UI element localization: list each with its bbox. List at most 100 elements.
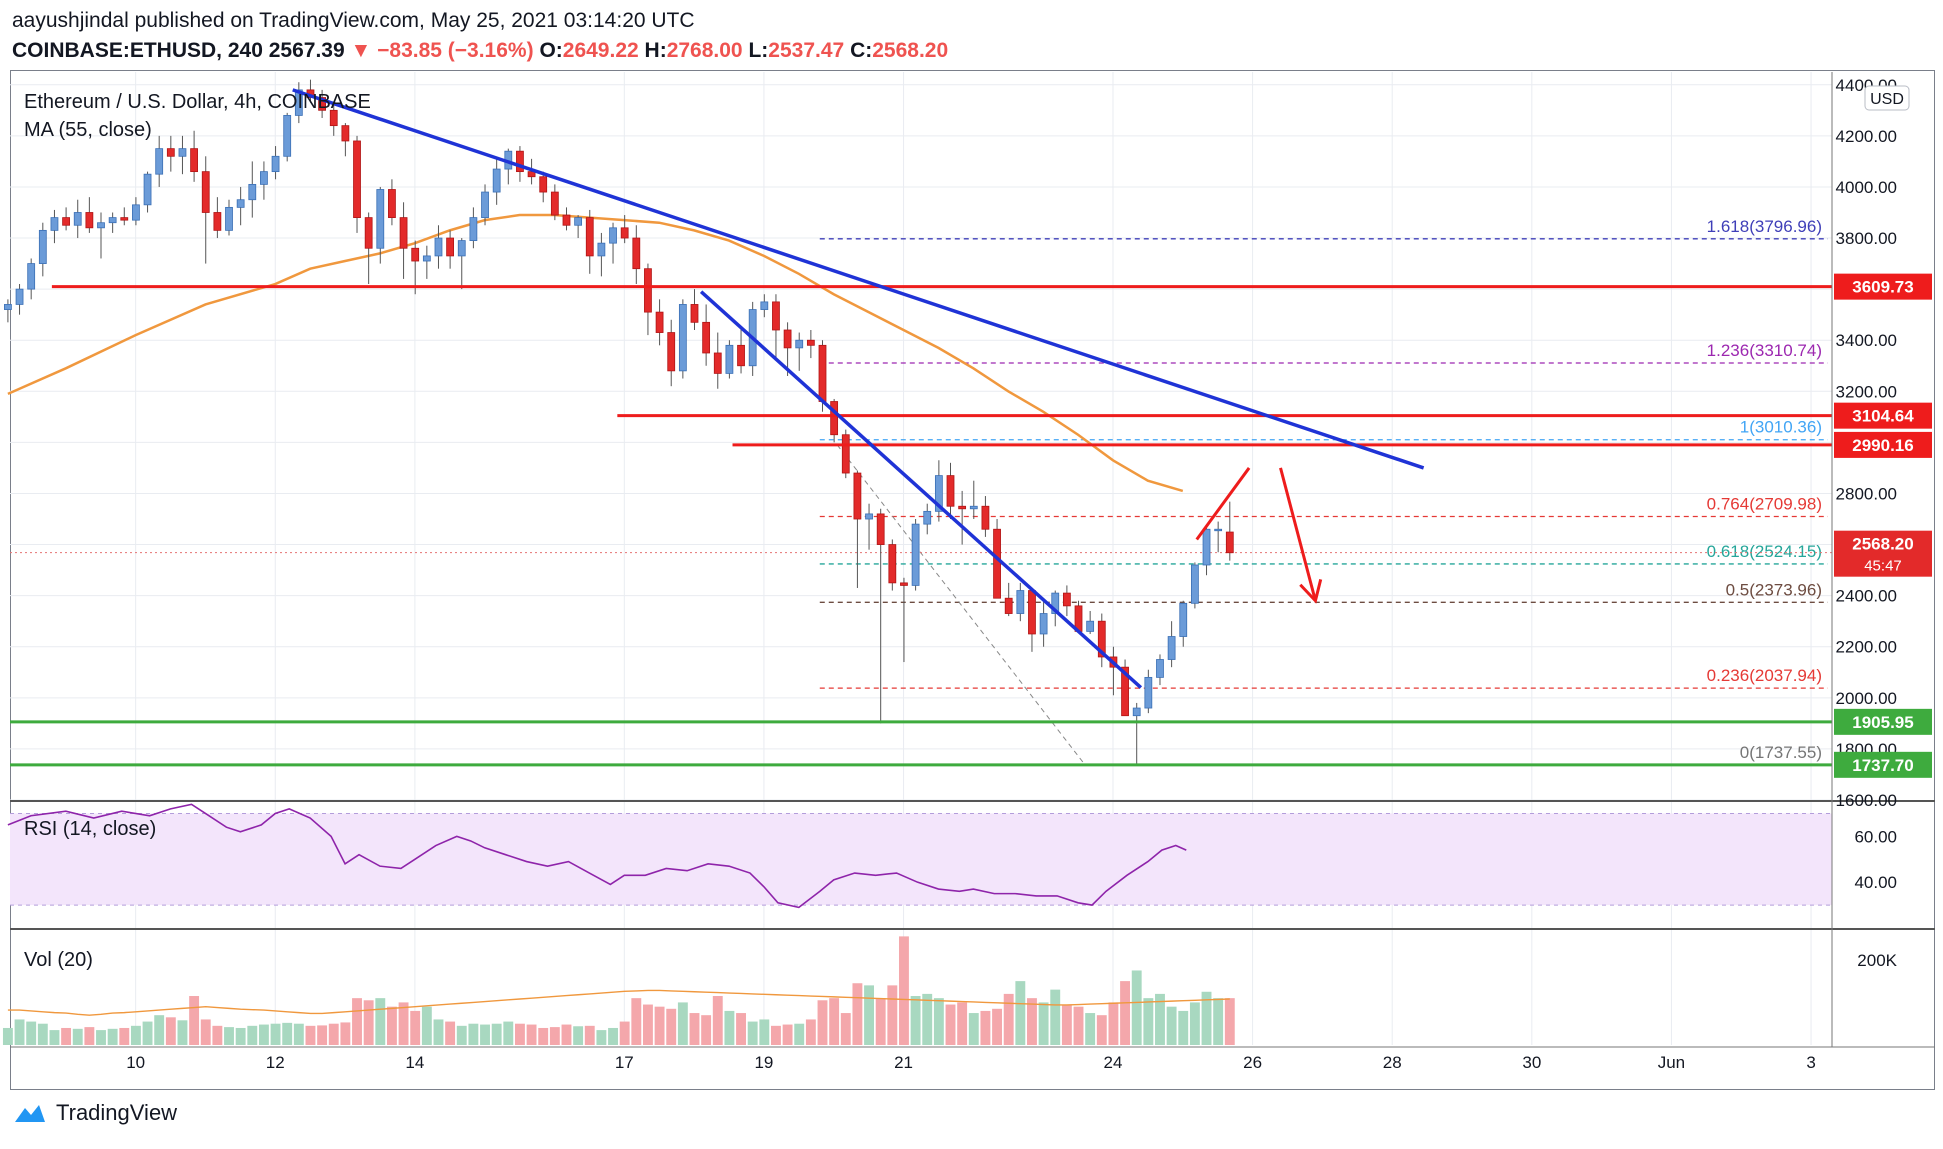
candle <box>1074 600 1083 632</box>
candle <box>1121 659 1129 717</box>
volume-bar <box>293 1023 304 1045</box>
symbol[interactable]: COINBASE:ETHUSD, 240 <box>12 39 263 62</box>
volume-bar <box>933 998 944 1045</box>
candle <box>783 322 792 376</box>
tradingview-logo[interactable]: TradingView <box>12 1100 177 1126</box>
candle-body <box>353 140 361 218</box>
volume-bar <box>375 998 386 1045</box>
candle <box>434 225 443 269</box>
candle <box>294 82 303 124</box>
candle-body <box>236 199 245 208</box>
volume-bar <box>1003 993 1014 1045</box>
candle-body <box>876 513 885 545</box>
low-value: 2537.47 <box>768 39 845 62</box>
open-value: 2649.22 <box>562 39 639 62</box>
resistance-price-label: 2990.16 <box>1852 436 1913 455</box>
legend-labels: Ethereum / U.S. Dollar, 4h, COINBASE MA … <box>24 91 371 971</box>
candle <box>469 207 478 249</box>
candle-body <box>958 505 967 510</box>
candle-body <box>806 339 815 346</box>
volume-bar <box>631 998 642 1045</box>
candle-body <box>1121 666 1129 717</box>
volume-bar <box>96 1030 106 1045</box>
down-arrow-icon: ▼ <box>350 39 372 62</box>
fib-anchor-line <box>836 444 1086 766</box>
tradingview-cloud-icon <box>15 1105 45 1122</box>
last-price-tag-value: 2568.20 <box>1852 535 1913 554</box>
volume-bar <box>305 1025 316 1045</box>
volume-bar <box>538 1027 549 1045</box>
candle-body <box>981 505 990 530</box>
candle-body <box>283 115 292 157</box>
volume-bar <box>642 1004 653 1045</box>
candle-body <box>1051 592 1060 614</box>
candle <box>737 327 745 374</box>
candle-body <box>539 176 548 193</box>
candle-body <box>155 148 164 175</box>
candle <box>539 171 548 203</box>
candle-body <box>1214 528 1223 532</box>
candle <box>725 340 734 379</box>
candle <box>900 577 908 663</box>
candle-body <box>737 344 745 367</box>
candle-body <box>527 171 536 178</box>
high-label: H: <box>644 39 667 62</box>
candle-body <box>38 229 47 264</box>
volume-bar <box>49 1030 60 1045</box>
support-price-tag <box>1834 751 1932 778</box>
volume-bar <box>340 1022 351 1045</box>
main-legend-title: Ethereum / U.S. Dollar, 4h, COINBASE <box>24 91 371 113</box>
volume-bar <box>491 1023 502 1045</box>
candle-body <box>132 204 140 221</box>
volume-bar <box>887 985 898 1045</box>
candle <box>1062 585 1071 617</box>
volume-bar <box>992 1008 1003 1045</box>
volume-bar <box>456 1025 467 1045</box>
candle-body <box>562 214 571 226</box>
candle <box>969 480 978 520</box>
candle <box>155 135 164 187</box>
candle <box>1190 562 1199 609</box>
publisher-line: aayushjindal published on TradingView.co… <box>12 9 695 32</box>
candle-body <box>364 217 373 249</box>
candle <box>178 135 187 175</box>
axes: 10 12 14 17 19 21 24 26 28 30 Jun 31600.001800.0020… <box>10 72 1935 1072</box>
volume-bar <box>177 1020 188 1045</box>
fib-level-label: 1.236(3310.74) <box>1707 341 1822 360</box>
price-change: −83.85 (−3.16%) <box>377 39 534 62</box>
volume-bar <box>61 1027 72 1045</box>
x-tick-label: 14 <box>405 1053 424 1072</box>
volume-bar <box>84 1027 95 1045</box>
candle-body <box>434 237 443 257</box>
volume-bar <box>677 1002 688 1045</box>
volume-bar <box>794 1023 805 1045</box>
candle-body <box>1167 636 1176 660</box>
candle-body <box>492 168 501 193</box>
candle-body <box>783 329 792 349</box>
candle-body <box>422 255 431 262</box>
x-tick-label: 21 <box>894 1053 913 1072</box>
candle <box>1132 702 1141 766</box>
candle <box>1086 610 1095 634</box>
candle-body <box>73 212 82 226</box>
volume-bar <box>247 1025 258 1045</box>
candle-body <box>457 240 466 257</box>
volume-bar <box>573 1026 584 1045</box>
volume-bar <box>189 996 200 1045</box>
volume-bar <box>596 1030 607 1045</box>
volume-bar <box>445 1021 456 1045</box>
candle-body <box>1086 620 1095 632</box>
candle <box>1097 613 1106 668</box>
candle <box>97 212 105 259</box>
volume-bar <box>165 1017 176 1045</box>
volume-bar <box>270 1023 281 1045</box>
candle-body <box>97 222 105 229</box>
candle-body <box>772 301 780 331</box>
volume-bar <box>724 1010 735 1045</box>
volume-bar <box>701 1015 712 1045</box>
volume-bar <box>480 1024 490 1045</box>
volume-bar <box>410 1010 421 1045</box>
candle-body <box>1132 707 1141 717</box>
rsi-legend: RSI (14, close) <box>24 818 156 840</box>
